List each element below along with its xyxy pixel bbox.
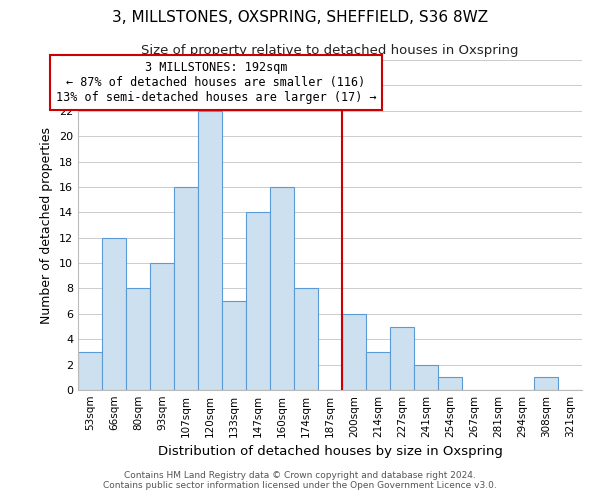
Bar — [534, 378, 558, 390]
Bar — [222, 301, 246, 390]
Bar — [174, 187, 198, 390]
Bar — [294, 288, 318, 390]
Bar — [270, 187, 294, 390]
Text: 3 MILLSTONES: 192sqm
← 87% of detached houses are smaller (116)
13% of semi-deta: 3 MILLSTONES: 192sqm ← 87% of detached h… — [56, 62, 376, 104]
X-axis label: Distribution of detached houses by size in Oxspring: Distribution of detached houses by size … — [158, 446, 502, 458]
Title: Size of property relative to detached houses in Oxspring: Size of property relative to detached ho… — [141, 44, 519, 58]
Text: Contains HM Land Registry data © Crown copyright and database right 2024.
Contai: Contains HM Land Registry data © Crown c… — [103, 470, 497, 490]
Bar — [438, 378, 462, 390]
Bar — [366, 352, 390, 390]
Bar — [78, 352, 102, 390]
Bar — [390, 326, 414, 390]
Bar — [102, 238, 126, 390]
Bar — [126, 288, 150, 390]
Bar — [150, 263, 174, 390]
Bar — [198, 111, 222, 390]
Y-axis label: Number of detached properties: Number of detached properties — [40, 126, 53, 324]
Bar — [414, 364, 438, 390]
Text: 3, MILLSTONES, OXSPRING, SHEFFIELD, S36 8WZ: 3, MILLSTONES, OXSPRING, SHEFFIELD, S36 … — [112, 10, 488, 25]
Bar — [342, 314, 366, 390]
Bar — [246, 212, 270, 390]
